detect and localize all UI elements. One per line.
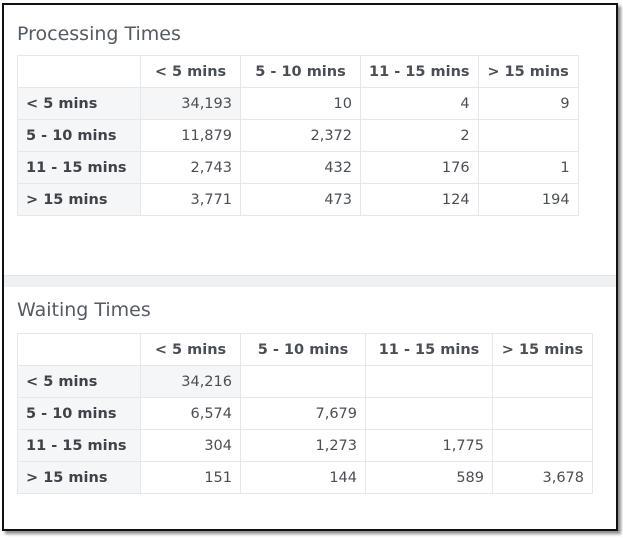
table-row: < 5 mins 34,193 10 4 9 [17, 87, 579, 120]
table-cell: 151 [140, 461, 241, 494]
table-cell: 144 [240, 461, 366, 494]
panel-divider [4, 275, 616, 288]
table-row: > 15 mins 151 144 589 3,678 [17, 461, 593, 494]
column-header: > 15 mins [492, 333, 593, 366]
table-cell: 4 [360, 87, 479, 120]
row-header: 5 - 10 mins [17, 397, 141, 430]
row-header: 5 - 10 mins [17, 119, 141, 152]
column-header: < 5 mins [140, 333, 241, 366]
table-cell [492, 365, 593, 398]
table-cell: 2,372 [240, 119, 361, 152]
table-cell: 3,771 [140, 183, 241, 216]
table-cell [365, 365, 493, 398]
corner-cell [17, 55, 141, 88]
table-row: < 5 mins 34,216 [17, 365, 593, 398]
row-header: > 15 mins [17, 183, 141, 216]
table-cell: 1 [477, 151, 579, 184]
row-header: > 15 mins [17, 461, 141, 494]
table-cell: 3,678 [492, 461, 593, 494]
dashboard-frame: Processing Times < 5 mins 5 - 10 mins 11… [2, 3, 618, 531]
table-cell: 589 [365, 461, 493, 494]
row-header: < 5 mins [17, 365, 141, 398]
table-row: > 15 mins 3,771 473 124 194 [17, 183, 579, 216]
table-cell: 432 [240, 151, 361, 184]
table-cell: 11,879 [140, 119, 241, 152]
table-cell: 2 [360, 119, 479, 152]
table-cell: 10 [240, 87, 361, 120]
table-row: 11 - 15 mins 2,743 432 176 1 [17, 151, 579, 184]
processing-times-title: Processing Times [17, 23, 181, 45]
column-header: > 15 mins [477, 55, 579, 88]
table-row: 5 - 10 mins 11,879 2,372 2 [17, 119, 579, 152]
row-header: 11 - 15 mins [17, 429, 141, 462]
waiting-times-title: Waiting Times [17, 299, 151, 321]
processing-times-panel: Processing Times < 5 mins 5 - 10 mins 11… [4, 5, 616, 275]
column-header: < 5 mins [140, 55, 241, 88]
waiting-times-table: < 5 mins 5 - 10 mins 11 - 15 mins > 15 m… [17, 333, 593, 494]
table-header-row: < 5 mins 5 - 10 mins 11 - 15 mins > 15 m… [17, 333, 593, 366]
table-cell: 194 [477, 183, 579, 216]
corner-cell [17, 333, 141, 366]
column-header: 5 - 10 mins [240, 55, 361, 88]
table-cell: 2,743 [140, 151, 241, 184]
table-cell: 34,193 [140, 87, 241, 120]
table-row: 5 - 10 mins 6,574 7,679 [17, 397, 593, 430]
table-cell [492, 397, 593, 430]
table-cell [492, 429, 593, 462]
column-header: 11 - 15 mins [360, 55, 479, 88]
table-cell: 176 [360, 151, 479, 184]
table-cell: 304 [140, 429, 241, 462]
row-header: < 5 mins [17, 87, 141, 120]
table-cell: 7,679 [240, 397, 366, 430]
column-header: 5 - 10 mins [240, 333, 366, 366]
table-cell [365, 397, 493, 430]
table-cell: 6,574 [140, 397, 241, 430]
processing-times-table: < 5 mins 5 - 10 mins 11 - 15 mins > 15 m… [17, 55, 579, 216]
row-header: 11 - 15 mins [17, 151, 141, 184]
column-header: 11 - 15 mins [365, 333, 493, 366]
table-cell: 1,273 [240, 429, 366, 462]
table-cell [240, 365, 366, 398]
table-cell [477, 119, 579, 152]
table-cell: 1,775 [365, 429, 493, 462]
table-header-row: < 5 mins 5 - 10 mins 11 - 15 mins > 15 m… [17, 55, 579, 88]
table-row: 11 - 15 mins 304 1,273 1,775 [17, 429, 593, 462]
table-cell: 473 [240, 183, 361, 216]
table-cell: 34,216 [140, 365, 241, 398]
waiting-times-panel: Waiting Times < 5 mins 5 - 10 mins 11 - … [4, 287, 616, 529]
table-cell: 9 [477, 87, 579, 120]
table-cell: 124 [360, 183, 479, 216]
